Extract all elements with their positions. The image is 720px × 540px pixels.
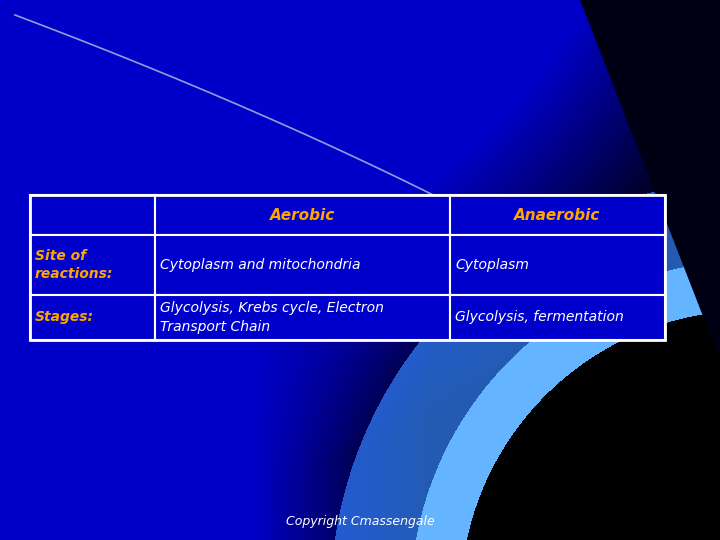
Bar [155,195,450,235]
Text: Aerobic: Aerobic [270,207,335,222]
Bar [30,235,155,295]
Polygon shape [400,0,720,360]
Text: Site of
reactions:: Site of reactions: [35,249,113,281]
Bar [30,295,155,340]
Bar [450,195,665,235]
Text: Copyright Cmassengale: Copyright Cmassengale [286,516,434,529]
Text: Cytoplasm and mitochondria: Cytoplasm and mitochondria [160,258,361,272]
Bar [30,195,665,340]
Text: Anaerobic: Anaerobic [514,207,600,222]
Bar [450,295,665,340]
Bar [155,295,450,340]
Text: Stages:: Stages: [35,310,94,325]
Bar [30,195,155,235]
Bar [155,235,450,295]
Text: Glycolysis, fermentation: Glycolysis, fermentation [455,310,624,325]
Text: Cytoplasm: Cytoplasm [455,258,529,272]
Text: Glycolysis, Krebs cycle, Electron
Transport Chain: Glycolysis, Krebs cycle, Electron Transp… [160,301,384,334]
Bar [450,235,665,295]
